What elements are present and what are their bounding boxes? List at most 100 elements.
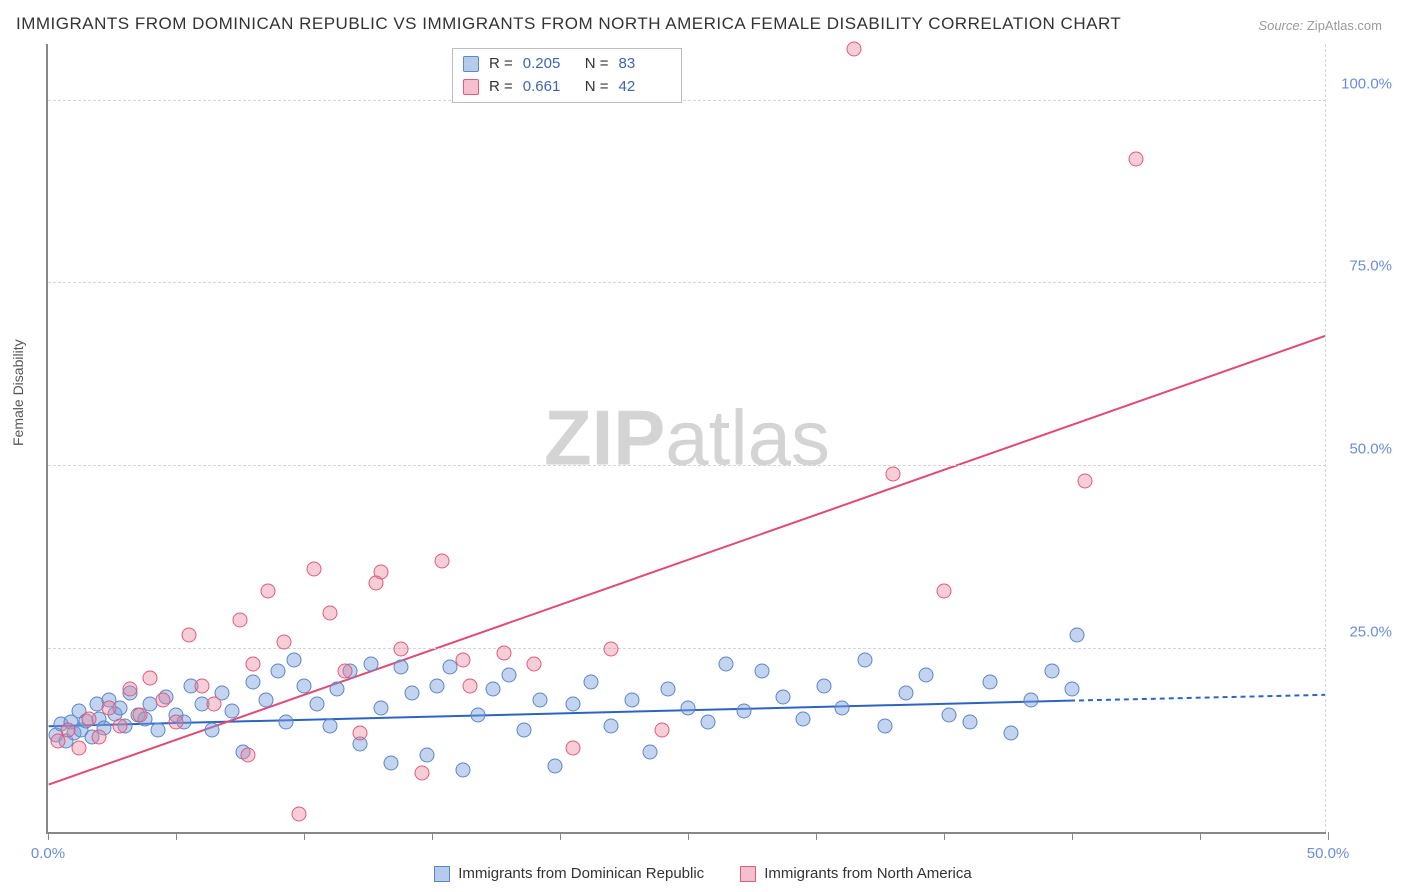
data-point [133, 707, 148, 722]
y-axis-title: Female Disability [10, 339, 26, 446]
data-point [501, 667, 516, 682]
y-tick-label: 75.0% [1349, 258, 1392, 275]
data-point [373, 700, 388, 715]
data-point [816, 678, 831, 693]
data-point [898, 686, 913, 701]
legend-series: Immigrants from Dominican Republic Immigr… [0, 865, 1406, 882]
watermark-atlas: atlas [665, 394, 830, 482]
data-point [225, 704, 240, 719]
x-tick [48, 832, 49, 840]
data-point [435, 554, 450, 569]
data-point [737, 704, 752, 719]
data-point [245, 675, 260, 690]
data-point [322, 718, 337, 733]
data-point [291, 806, 306, 821]
data-point [604, 642, 619, 657]
data-point [642, 744, 657, 759]
legend-label: Immigrants from North America [764, 865, 972, 882]
legend-item: Immigrants from Dominican Republic [434, 865, 704, 882]
y-tick-label: 100.0% [1341, 75, 1392, 92]
legend-swatch [434, 866, 450, 882]
chart-title: IMMIGRANTS FROM DOMINICAN REPUBLIC VS IM… [16, 14, 1121, 34]
data-point [245, 656, 260, 671]
legend-swatch [740, 866, 756, 882]
data-point [565, 740, 580, 755]
data-point [1129, 152, 1144, 167]
data-point [471, 707, 486, 722]
data-point [583, 675, 598, 690]
data-point [297, 678, 312, 693]
legend-stat-row: R =0.205N =83 [463, 53, 671, 76]
data-point [207, 697, 222, 712]
data-point [681, 700, 696, 715]
data-point [655, 722, 670, 737]
legend-label: Immigrants from Dominican Republic [458, 865, 704, 882]
data-point [286, 653, 301, 668]
data-point [547, 759, 562, 774]
y-tick-label: 50.0% [1349, 441, 1392, 458]
data-point [755, 664, 770, 679]
legend-stat-row: R =0.661N =42 [463, 76, 671, 99]
data-point [919, 667, 934, 682]
x-tick [1072, 832, 1073, 840]
data-point [102, 700, 117, 715]
data-point [261, 583, 276, 598]
data-point [61, 722, 76, 737]
data-point [660, 682, 675, 697]
data-point [112, 718, 127, 733]
watermark: ZIPatlas [544, 393, 830, 484]
data-point [719, 656, 734, 671]
data-point [1024, 693, 1039, 708]
data-point [233, 612, 248, 627]
data-point [194, 678, 209, 693]
data-point [404, 686, 419, 701]
data-point [857, 653, 872, 668]
data-point [92, 729, 107, 744]
legend-swatch [463, 79, 479, 95]
data-point [1044, 664, 1059, 679]
data-point [847, 42, 862, 57]
legend-n-label: N = [585, 53, 609, 76]
data-point [885, 466, 900, 481]
data-point [430, 678, 445, 693]
gridline [48, 465, 1326, 466]
legend-r-value: 0.205 [523, 53, 575, 76]
data-point [368, 576, 383, 591]
data-point [834, 700, 849, 715]
x-tick [688, 832, 689, 840]
data-point [330, 682, 345, 697]
legend-n-label: N = [585, 76, 609, 99]
data-point [419, 748, 434, 763]
data-point [81, 711, 96, 726]
data-point [1077, 473, 1092, 488]
x-tick-label: 50.0% [1307, 845, 1350, 862]
legend-r-label: R = [489, 76, 513, 99]
data-point [309, 697, 324, 712]
source: Source: ZipAtlas.com [1258, 18, 1382, 33]
watermark-zip: ZIP [544, 394, 665, 482]
data-point [204, 722, 219, 737]
data-point [983, 675, 998, 690]
legend-n-value: 83 [619, 53, 671, 76]
x-tick [432, 832, 433, 840]
data-point [156, 693, 171, 708]
legend-swatch [463, 56, 479, 72]
data-point [517, 722, 532, 737]
gridline [48, 100, 1326, 101]
data-point [532, 693, 547, 708]
data-point [151, 722, 166, 737]
data-point [271, 664, 286, 679]
data-point [258, 693, 273, 708]
data-point [384, 755, 399, 770]
data-point [1070, 627, 1085, 642]
legend-item: Immigrants from North America [740, 865, 972, 882]
data-point [878, 718, 893, 733]
data-point [353, 726, 368, 741]
data-point [701, 715, 716, 730]
data-point [322, 605, 337, 620]
data-point [463, 678, 478, 693]
data-point [455, 653, 470, 668]
data-point [937, 583, 952, 598]
data-point [307, 561, 322, 576]
data-point [394, 660, 409, 675]
